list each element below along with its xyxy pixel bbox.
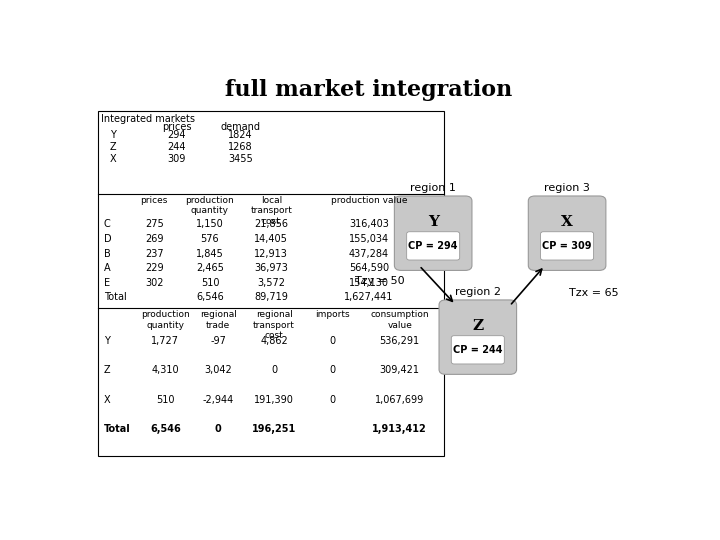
Text: 0: 0 bbox=[271, 366, 277, 375]
Text: 6,546: 6,546 bbox=[196, 292, 224, 302]
Text: 12,913: 12,913 bbox=[254, 248, 288, 259]
Text: 4,310: 4,310 bbox=[151, 366, 179, 375]
FancyBboxPatch shape bbox=[451, 336, 504, 364]
Text: Z: Z bbox=[472, 319, 483, 333]
Text: 1,150: 1,150 bbox=[196, 219, 224, 230]
Text: 0: 0 bbox=[215, 424, 222, 434]
Text: 2,465: 2,465 bbox=[196, 263, 224, 273]
Text: prices: prices bbox=[162, 122, 192, 132]
Text: 1,627,441: 1,627,441 bbox=[344, 292, 394, 302]
Text: -97: -97 bbox=[210, 336, 226, 346]
Text: 1,067,699: 1,067,699 bbox=[375, 395, 424, 404]
FancyBboxPatch shape bbox=[528, 196, 606, 271]
Text: 155,034: 155,034 bbox=[349, 234, 389, 244]
Text: A: A bbox=[104, 263, 111, 273]
Text: Integrated markets: Integrated markets bbox=[101, 114, 195, 124]
Text: E: E bbox=[104, 278, 110, 288]
Text: region 2: region 2 bbox=[455, 287, 501, 298]
Text: 510: 510 bbox=[156, 395, 174, 404]
Text: Y: Y bbox=[104, 336, 110, 346]
Text: 564,590: 564,590 bbox=[349, 263, 389, 273]
Text: 14,405: 14,405 bbox=[254, 234, 288, 244]
Text: region 3: region 3 bbox=[544, 184, 590, 193]
Text: 1268: 1268 bbox=[228, 142, 253, 152]
Text: 6,546: 6,546 bbox=[150, 424, 181, 434]
FancyBboxPatch shape bbox=[541, 232, 593, 260]
Text: 3,572: 3,572 bbox=[257, 278, 285, 288]
Text: Y: Y bbox=[428, 214, 438, 228]
Text: B: B bbox=[104, 248, 111, 259]
Text: Tzx = 65: Tzx = 65 bbox=[569, 288, 618, 299]
Text: 1824: 1824 bbox=[228, 131, 253, 140]
Text: Z: Z bbox=[104, 366, 111, 375]
Text: 309,421: 309,421 bbox=[379, 366, 420, 375]
Text: imports: imports bbox=[315, 310, 350, 319]
Text: prices: prices bbox=[140, 196, 168, 205]
Text: production
quantity: production quantity bbox=[141, 310, 189, 329]
FancyBboxPatch shape bbox=[395, 196, 472, 271]
Text: 21,856: 21,856 bbox=[254, 219, 288, 230]
Text: production value: production value bbox=[330, 196, 408, 205]
Text: 0: 0 bbox=[330, 336, 336, 346]
Text: 1,913,412: 1,913,412 bbox=[372, 424, 427, 434]
Text: 0: 0 bbox=[330, 395, 336, 404]
Text: regional
transport
cost: regional transport cost bbox=[253, 310, 295, 340]
Text: 302: 302 bbox=[145, 278, 163, 288]
Text: Tzy = 50: Tzy = 50 bbox=[356, 276, 405, 286]
Text: C: C bbox=[104, 219, 111, 230]
Text: region 1: region 1 bbox=[410, 184, 456, 193]
Text: 3455: 3455 bbox=[228, 154, 253, 164]
Text: production
quantity: production quantity bbox=[186, 196, 234, 215]
Text: CP = 294: CP = 294 bbox=[408, 241, 458, 251]
Text: 1,845: 1,845 bbox=[196, 248, 224, 259]
Text: 244: 244 bbox=[167, 142, 186, 152]
Text: 229: 229 bbox=[145, 263, 163, 273]
Text: regional
trade: regional trade bbox=[200, 310, 237, 329]
Text: 196,251: 196,251 bbox=[252, 424, 296, 434]
Text: 1,727: 1,727 bbox=[151, 336, 179, 346]
Text: 154,130: 154,130 bbox=[349, 278, 389, 288]
Text: CP = 309: CP = 309 bbox=[542, 241, 592, 251]
Text: consumption
value: consumption value bbox=[370, 310, 429, 329]
Text: demand: demand bbox=[220, 122, 261, 132]
Text: X: X bbox=[109, 154, 116, 164]
Text: -2,944: -2,944 bbox=[203, 395, 234, 404]
Text: 4,862: 4,862 bbox=[260, 336, 288, 346]
Text: D: D bbox=[104, 234, 112, 244]
Text: 191,390: 191,390 bbox=[254, 395, 294, 404]
Text: full market integration: full market integration bbox=[225, 79, 513, 102]
Text: Total: Total bbox=[104, 424, 131, 434]
Text: Total: Total bbox=[104, 292, 127, 302]
Text: 275: 275 bbox=[145, 219, 163, 230]
FancyBboxPatch shape bbox=[439, 300, 516, 374]
Text: 89,719: 89,719 bbox=[254, 292, 288, 302]
Text: X: X bbox=[561, 214, 573, 228]
Text: 309: 309 bbox=[167, 154, 186, 164]
Text: 237: 237 bbox=[145, 248, 163, 259]
Text: 269: 269 bbox=[145, 234, 163, 244]
Text: 316,403: 316,403 bbox=[349, 219, 389, 230]
Text: 3,042: 3,042 bbox=[204, 366, 233, 375]
Text: local
transport
cost: local transport cost bbox=[251, 196, 292, 226]
Text: Y: Y bbox=[109, 131, 115, 140]
Text: X: X bbox=[104, 395, 111, 404]
Text: 576: 576 bbox=[201, 234, 220, 244]
Text: 294: 294 bbox=[167, 131, 186, 140]
Bar bbox=[99, 111, 444, 456]
Text: 36,973: 36,973 bbox=[254, 263, 288, 273]
Text: Z: Z bbox=[109, 142, 116, 152]
Text: 510: 510 bbox=[201, 278, 219, 288]
Text: 0: 0 bbox=[330, 366, 336, 375]
Text: CP = 244: CP = 244 bbox=[453, 345, 503, 355]
Text: 536,291: 536,291 bbox=[379, 336, 420, 346]
FancyBboxPatch shape bbox=[407, 232, 459, 260]
Text: 437,284: 437,284 bbox=[349, 248, 389, 259]
